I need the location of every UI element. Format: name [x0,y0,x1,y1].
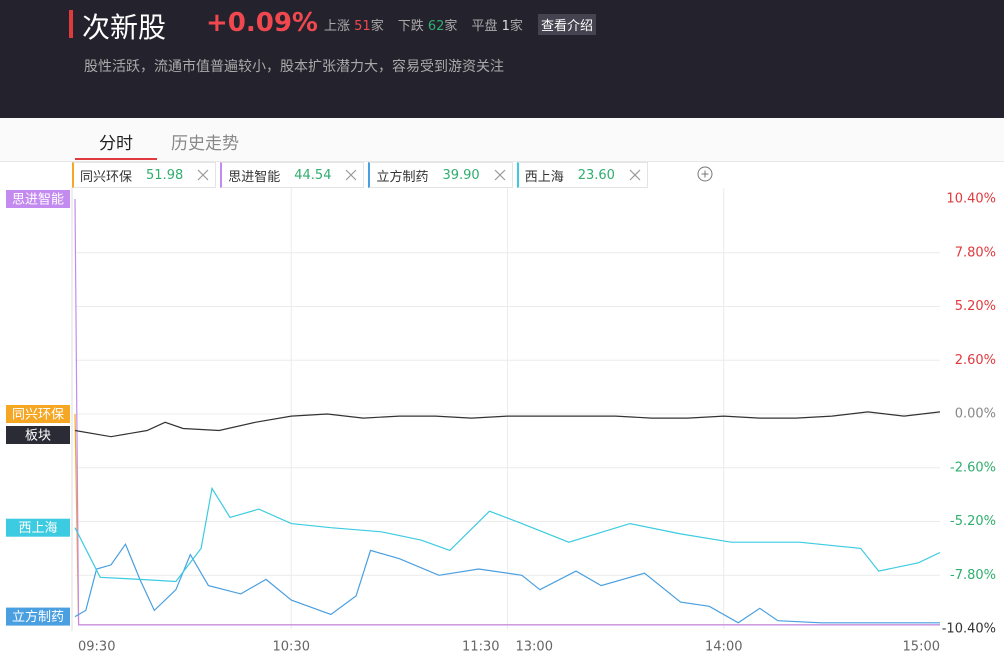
series-tag-label: 思进智能 [12,193,64,208]
stock-chips: 同兴环保 51.98 思进智能 44.54 立方制药 39.90 西上海 23.60 [72,162,648,188]
series-tag-label: 板块 [25,429,51,444]
stat-unit: 家 [444,19,458,34]
price: 44.54 [294,167,332,183]
y-tick-label: -10.40% [942,622,996,637]
intro-button[interactable]: 查看介绍 [538,14,597,35]
x-tick-label: 15:00 [903,640,940,655]
stock-chip[interactable]: 同兴环保 51.98 [72,162,217,188]
series-tag [6,607,70,626]
x-tick-label: 13:00 [516,640,553,655]
y-tick-label: -2.60% [950,460,996,475]
close-icon[interactable] [345,169,357,181]
series-tag-label: 西上海 [18,521,57,536]
name: 思进智能 [228,169,281,185]
y-tick-label: -7.80% [950,568,996,583]
price: 23.60 [577,167,615,183]
header: 次新股 +0.09% 上涨 51家 下跌 62家 平盘 1家 查看介绍 股性活跃… [0,0,1004,118]
y-tick-label: 5.20% [955,299,996,314]
close-icon[interactable] [629,169,641,181]
y-tick-label: -5.20% [950,514,996,529]
close-icon[interactable] [197,169,209,181]
series-tag [6,518,70,537]
title: 次新股 [82,11,167,44]
y-tick-label: 10.40% [946,192,996,207]
series-tag-label: 同兴环保 [12,408,64,423]
tab[interactable]: 分时 [99,134,133,154]
series-line [74,411,941,438]
stat-count: 1 [501,19,510,34]
stat-unit: 家 [509,19,523,34]
x-tick-label: 09:30 [78,640,115,655]
stat: 下跌 62家 [398,15,458,34]
x-tick-label: 11:30 [462,640,499,655]
stat-label: 上涨 [324,19,351,34]
stat-label: 平盘 [471,19,498,34]
series-tag [6,190,70,208]
series-tag [6,405,70,423]
stat-unit: 家 [370,19,384,34]
price: 51.98 [146,167,184,183]
stat-count: 51 [354,19,371,34]
x-tick-label: 10:30 [273,640,310,655]
stats: 上涨 51家 下跌 62家 平盘 1家 [324,15,523,34]
x-tick-label: 14:00 [705,640,742,655]
y-tick-label: 2.60% [955,353,996,368]
name: 立方制药 [376,169,429,185]
stat: 上涨 51家 [324,15,384,34]
stat-count: 62 [427,19,445,34]
stock-chip[interactable]: 思进智能 44.54 [220,162,365,188]
y-tick-label: 7.80% [955,245,996,260]
plot-bg [0,161,1004,661]
add-icon[interactable] [697,166,713,182]
stat-label: 下跌 [397,19,424,34]
series-tag-label: 立方制药 [12,609,64,625]
series-line [74,486,941,583]
series-line [74,198,940,626]
price: 39.90 [442,167,480,183]
name: 同兴环保 [80,169,133,185]
y-tick-label: 0.00% [955,407,996,422]
change: +0.09% [206,8,318,38]
accent [69,10,73,38]
description: 股性活跃，流通市值普遍较小，股本扩张潜力大，容易受到游资关注 [84,59,504,75]
series-tag [6,426,70,444]
stock-chip[interactable]: 立方制药 39.90 [368,162,513,188]
stat: 平盘 1家 [471,15,522,34]
tabs: 分时 历史走势 [0,118,1004,162]
stock-chip[interactable]: 西上海 23.60 [516,162,648,188]
tab[interactable]: 历史走势 [171,134,239,154]
name: 西上海 [524,169,564,185]
close-icon[interactable] [494,169,506,181]
tab-underline [75,158,157,160]
